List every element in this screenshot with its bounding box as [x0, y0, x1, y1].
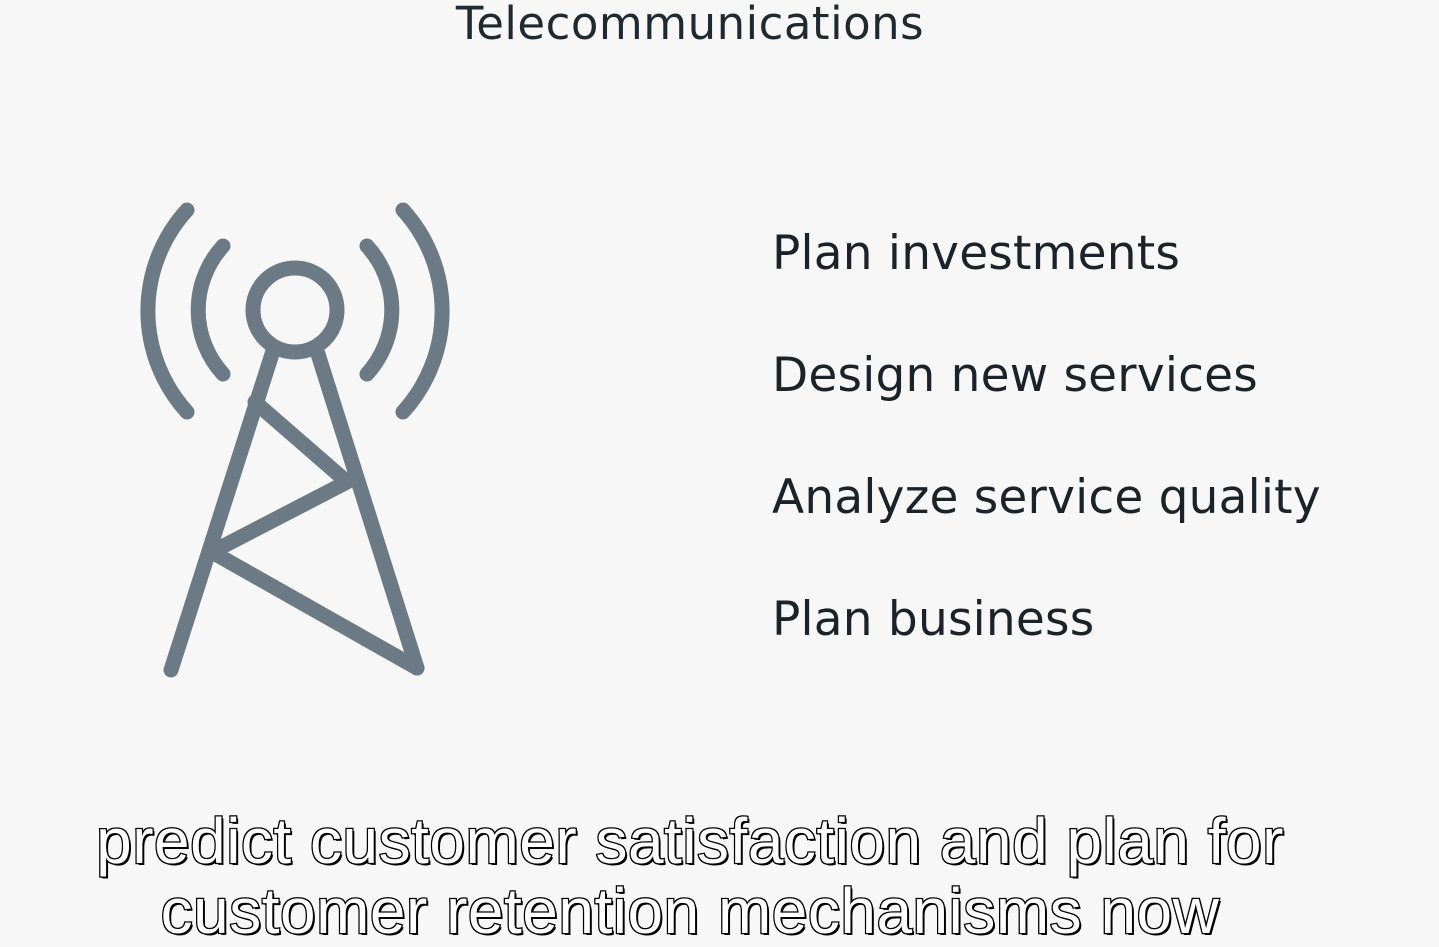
- feature-list: Plan investments Design new services Ana…: [772, 220, 1321, 708]
- cell-tower-icon: [140, 202, 450, 678]
- slide-title: Telecommunications: [455, 0, 925, 50]
- list-item: Plan business: [772, 592, 1095, 647]
- list-item: Plan investments: [772, 226, 1181, 281]
- video-subtitle: predict customer satisfaction and plan f…: [0, 805, 1380, 947]
- list-item: Analyze service quality: [772, 470, 1321, 525]
- list-item: Design new services: [772, 348, 1258, 403]
- subtitle-line-2: customer retention mechanisms now: [159, 875, 1220, 947]
- subtitle-line-1: predict customer satisfaction and plan f…: [95, 805, 1285, 878]
